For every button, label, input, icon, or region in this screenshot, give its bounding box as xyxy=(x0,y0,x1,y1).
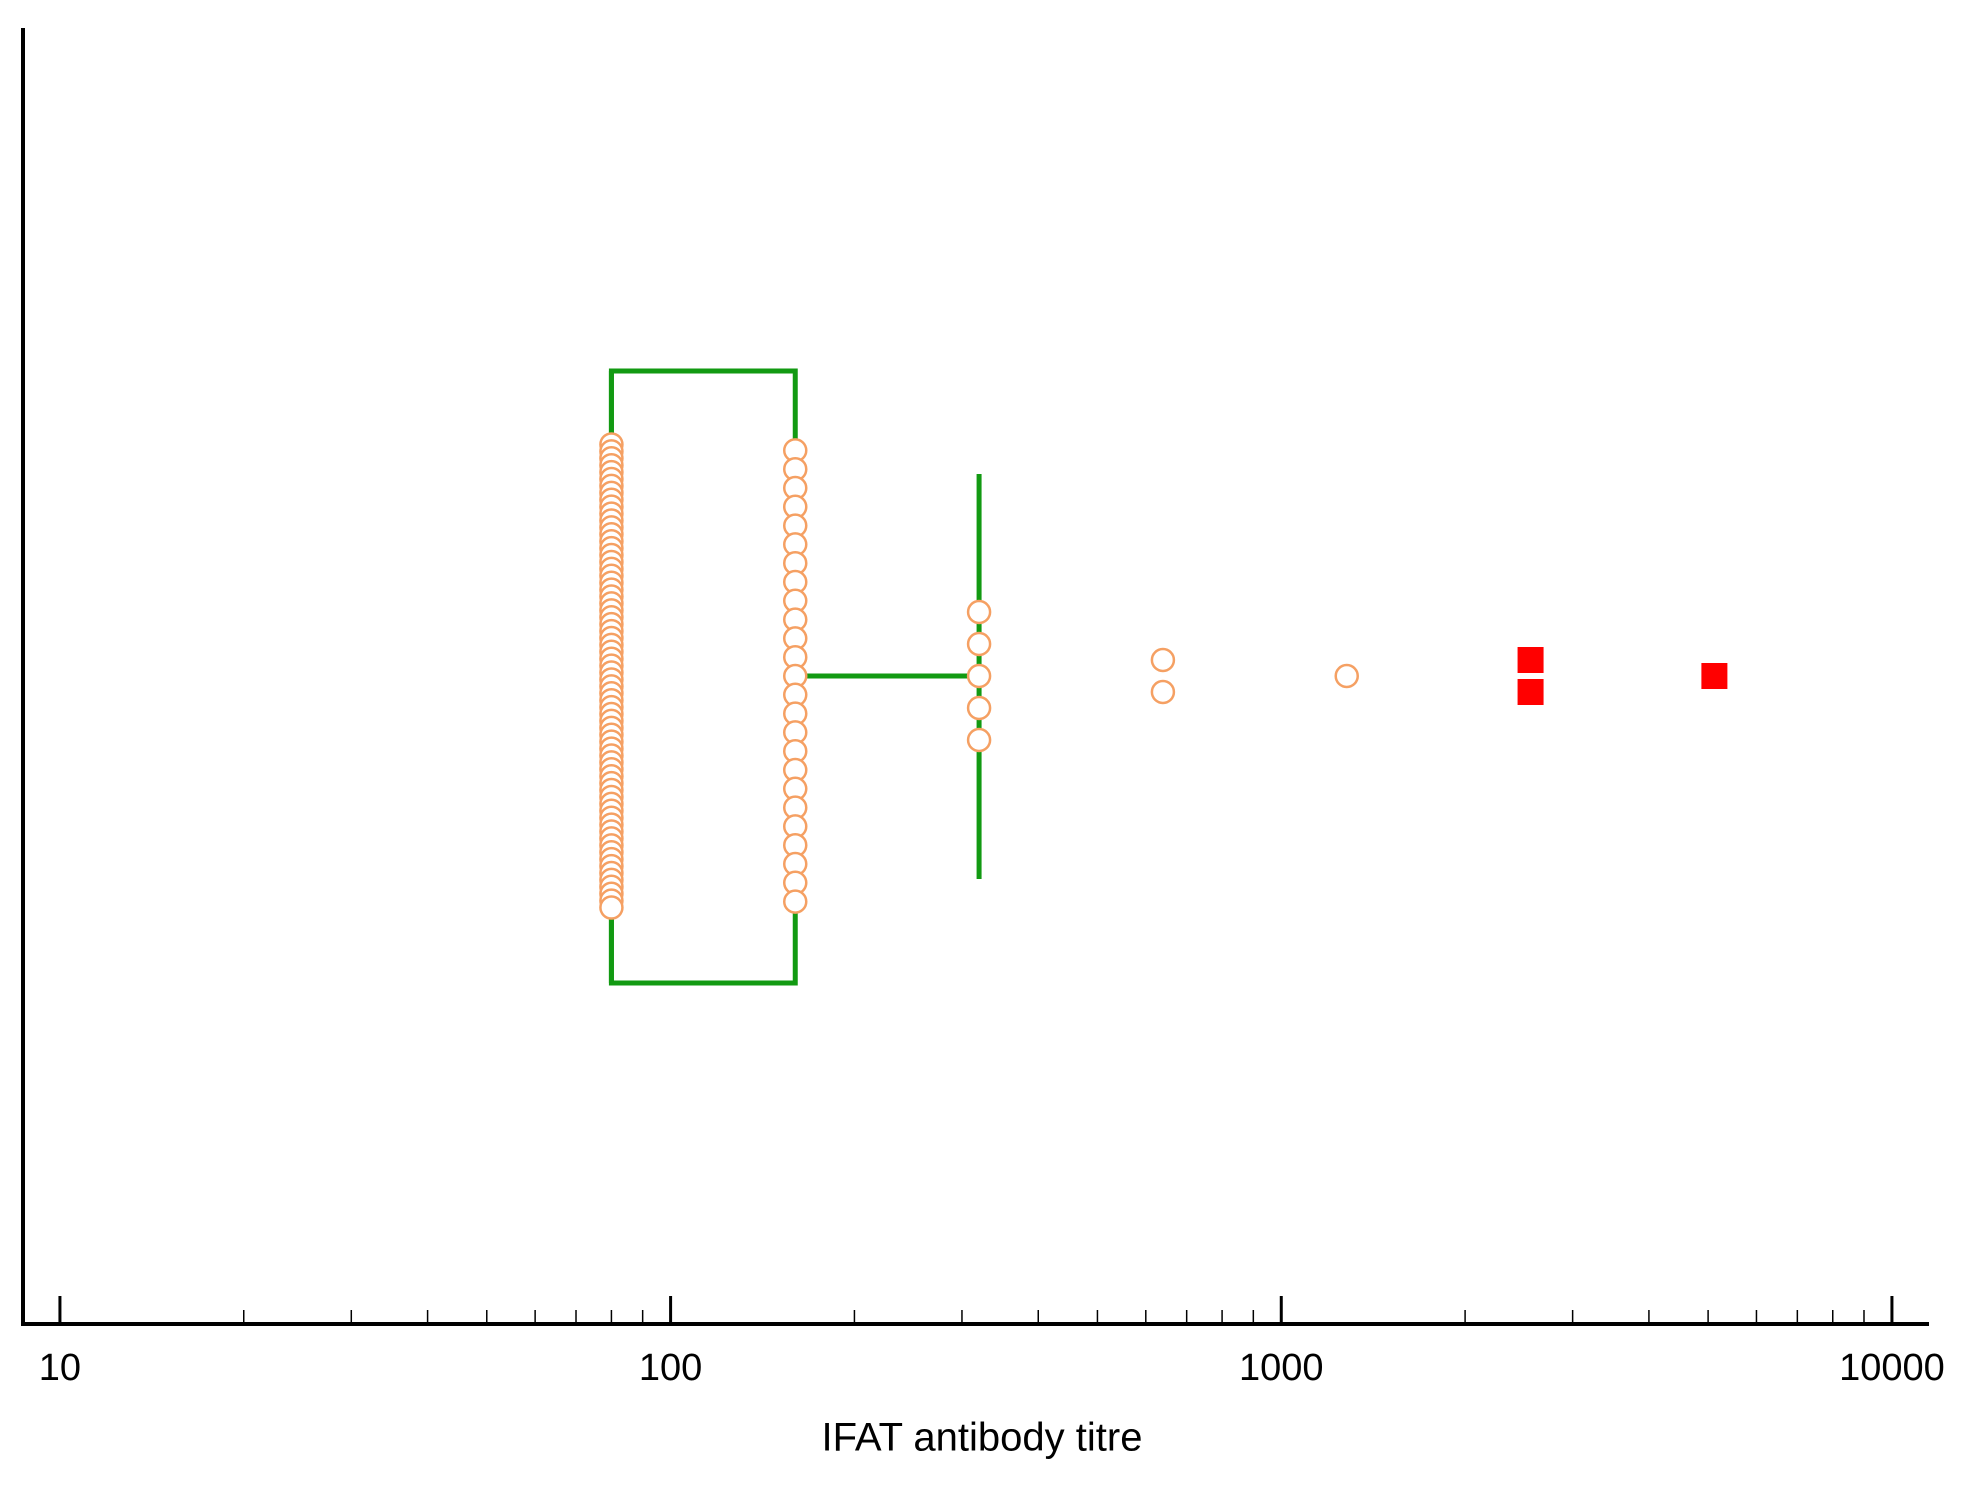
data-point xyxy=(966,727,992,753)
outlier xyxy=(1701,663,1728,689)
data-point xyxy=(966,663,992,689)
x-axis-label: IFAT antibody titre xyxy=(822,1416,1143,1460)
data-point xyxy=(966,695,992,721)
x-tick-label: 10 xyxy=(39,1347,81,1389)
x-tick-label: 10000 xyxy=(1839,1347,1945,1389)
box xyxy=(608,368,798,986)
data-point xyxy=(782,889,808,914)
data-point xyxy=(1150,679,1176,705)
x-tick-label: 100 xyxy=(639,1347,702,1389)
data-point xyxy=(1334,663,1359,689)
data-point xyxy=(966,631,992,657)
outlier xyxy=(1517,679,1544,705)
x-tick-label: 1000 xyxy=(1239,1347,1324,1389)
data-point xyxy=(1150,647,1176,673)
outlier xyxy=(1517,647,1544,673)
data-point xyxy=(966,599,992,625)
data-point xyxy=(599,895,624,920)
